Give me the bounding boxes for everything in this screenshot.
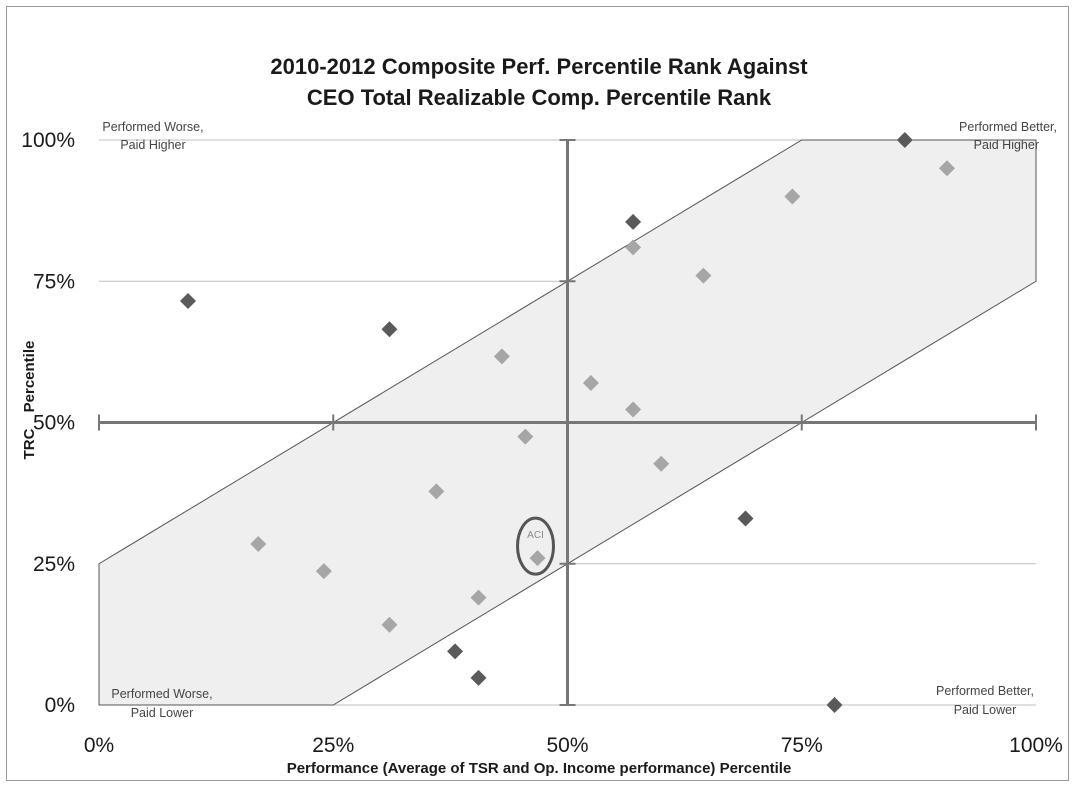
y-tick-labels: 0% 25% 50% 75% 100%	[21, 129, 75, 717]
x-axis-label: Performance (Average of TSR and Op. Inco…	[287, 760, 792, 777]
point-inside-7	[582, 374, 599, 391]
point-outside-3	[470, 669, 487, 686]
y-tick-label-0: 0%	[45, 694, 75, 717]
point-inside-2	[381, 616, 398, 633]
point-inside-4	[470, 589, 487, 606]
point-outside-2	[447, 643, 464, 660]
point-inside-9	[625, 401, 642, 418]
x-tick-label-1: 25%	[312, 734, 354, 757]
y-tick-label-4: 100%	[21, 129, 75, 152]
point-inside-12	[784, 188, 801, 205]
x-tick-label-2: 50%	[546, 734, 588, 757]
data-points	[180, 132, 955, 713]
crosshair-lines	[98, 139, 1037, 706]
point-inside-10	[653, 455, 670, 472]
x-tick-label-0: 0%	[84, 734, 114, 757]
y-axis-label-part-2: Percentile	[21, 341, 38, 413]
point-inside-8	[625, 239, 642, 256]
point-inside-0	[250, 535, 267, 552]
quadrant-label-bottom-left-1: Performed Worse,	[111, 687, 212, 701]
highlight-ellipse	[516, 516, 556, 576]
highlight-label: ACI	[527, 530, 544, 541]
x-tick-label-3: 75%	[781, 734, 823, 757]
point-inside-3	[428, 483, 445, 500]
point-outside-6	[826, 697, 843, 713]
quadrant-label-top-left-2: Paid Higher	[120, 138, 185, 152]
quadrant-label-top-right-1: Performed Better,	[959, 120, 1057, 134]
point-outside-0	[180, 293, 197, 310]
point-inside-11	[695, 267, 712, 284]
scatter-chart: 2010-2012 Composite Perf. Percentile Ran…	[21, 54, 1063, 777]
y-tick-label-2: 50%	[33, 412, 75, 435]
chart-title-line-1: 2010-2012 Composite Perf. Percentile Ran…	[270, 54, 808, 79]
point-inside-5	[493, 348, 510, 365]
chart-title-line-2: CEO Total Realizable Comp. Percentile Ra…	[307, 85, 772, 110]
quadrant-label-top-left-1: Performed Worse,	[102, 120, 203, 134]
point-outside-5	[737, 510, 754, 527]
point-inside-6	[517, 428, 534, 445]
y-tick-label-3: 75%	[33, 270, 75, 293]
quadrant-label-bottom-left-2: Paid Lower	[131, 706, 194, 720]
svg-text:TRC Percentile: TRC Percentile	[21, 341, 38, 460]
y-tick-label-1: 25%	[33, 553, 75, 576]
highlight-layer: ACI	[516, 516, 556, 576]
quadrant-label-bottom-right-1: Performed Better,	[936, 684, 1034, 698]
point-inside-1	[315, 563, 332, 580]
quadrant-label-bottom-right-2: Paid Lower	[954, 703, 1017, 717]
point-outside-4	[625, 213, 642, 230]
point-inside-13	[938, 160, 955, 177]
quadrant-label-top-right-2: Paid Higher	[974, 138, 1039, 152]
point-inside-14	[529, 550, 546, 567]
y-axis-label-part-1: TRC	[21, 428, 38, 459]
point-outside-1	[381, 321, 398, 338]
point-outside-7	[896, 132, 913, 148]
chart-frame: 2010-2012 Composite Perf. Percentile Ran…	[6, 6, 1069, 781]
x-tick-label-4: 100%	[1009, 734, 1063, 757]
x-tick-labels: 0% 25% 50% 75% 100%	[84, 734, 1063, 757]
